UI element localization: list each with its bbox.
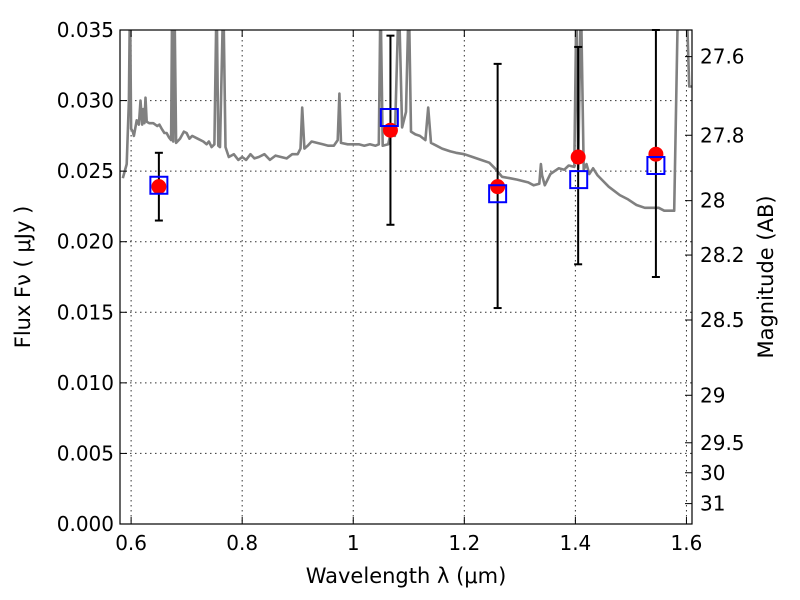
right-tick-label-7: 30 <box>700 461 725 485</box>
right-tick-label-6: 29.5 <box>700 431 745 455</box>
x-tick-label-3: 1.2 <box>448 531 480 555</box>
x-tick-label-2: 1 <box>347 531 360 555</box>
x-tick-label-5: 1.6 <box>671 531 703 555</box>
model-square-0 <box>149 175 169 195</box>
right-tick-label-4: 28.5 <box>700 308 745 332</box>
observed-points-layer <box>151 122 664 195</box>
y-tick-label-7: 0.035 <box>57 18 114 42</box>
x-axis-ticks: 0.6 0.8 1 1.2 1.4 1.6 <box>115 30 702 555</box>
y-tick-label-6: 0.030 <box>57 89 114 113</box>
y-tick-label-5: 0.025 <box>57 159 114 183</box>
right-tick-label-5: 29 <box>700 383 725 407</box>
y-tick-label-4: 0.020 <box>57 230 114 254</box>
y-tick-label-3: 0.015 <box>57 300 114 324</box>
y-tick-label-2: 0.010 <box>57 371 114 395</box>
model-square-3 <box>569 170 589 190</box>
right-tick-label-1: 27.8 <box>700 123 745 147</box>
y-tick-label-1: 0.005 <box>57 441 114 465</box>
observed-point-3 <box>570 149 586 165</box>
x-tick-label-4: 1.4 <box>559 531 591 555</box>
y-tick-label-0: 0.000 <box>57 512 114 536</box>
right-tick-label-3: 28.2 <box>700 243 745 267</box>
right-tick-label-0: 27.6 <box>700 45 745 69</box>
y-axis-label: Flux Fν ( μJy ) <box>11 206 35 349</box>
model-square-4 <box>646 155 666 175</box>
right-axis-label: Magnitude (AB) <box>754 195 778 358</box>
x-tick-label-0: 0.6 <box>115 531 147 555</box>
model-square-2 <box>488 184 508 204</box>
right-tick-label-2: 28 <box>700 189 725 213</box>
observed-point-1 <box>382 122 398 138</box>
x-tick-label-1: 0.8 <box>226 531 258 555</box>
model-square-1 <box>379 108 399 128</box>
y-axis-ticks: 0.000 0.005 0.010 0.015 0.020 0.025 0.030 0.035 <box>57 18 127 536</box>
observed-point-4 <box>648 146 664 162</box>
observed-point-0 <box>151 179 167 195</box>
right-axis-ticks: 27.6 27.8 28 28.2 28.5 29 29.5 30 31 <box>685 45 745 516</box>
observed-point-2 <box>490 179 506 195</box>
x-axis-label: Wavelength λ (μm) <box>306 564 507 588</box>
right-tick-label-8: 31 <box>700 492 725 516</box>
plot-frame <box>119 29 693 525</box>
model-squares-layer <box>149 108 666 204</box>
